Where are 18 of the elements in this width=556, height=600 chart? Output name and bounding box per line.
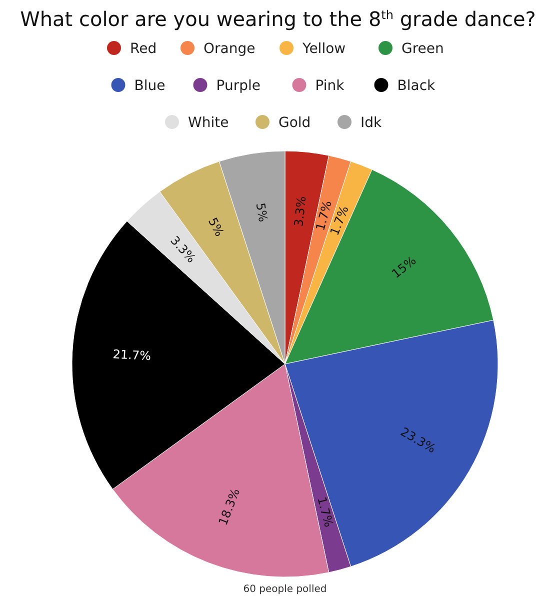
legend-label: Red bbox=[130, 41, 157, 57]
legend-label: Black bbox=[397, 78, 436, 94]
legend-label: Blue bbox=[134, 78, 166, 94]
chart-title: What color are you wearing to the 8$^{th}$ grade dance? bbox=[20, 7, 536, 31]
legend-label: Yellow bbox=[302, 41, 346, 57]
data-label: 1.7% bbox=[314, 495, 336, 529]
data-label: 5% bbox=[253, 202, 270, 223]
legend-label: Pink bbox=[315, 78, 346, 94]
data-label: 21.7% bbox=[112, 347, 152, 364]
text: 60 people polled bbox=[243, 584, 327, 595]
data-label: 5% bbox=[205, 215, 227, 239]
data-label: 3.3% bbox=[292, 195, 309, 228]
legend-label: Gold bbox=[278, 115, 311, 131]
legend-label: Idk bbox=[360, 115, 383, 131]
legend-label: White bbox=[188, 115, 229, 131]
legend-label: Orange bbox=[204, 41, 256, 57]
legend-label: Purple bbox=[216, 78, 260, 94]
legend-label: Green bbox=[402, 41, 444, 57]
